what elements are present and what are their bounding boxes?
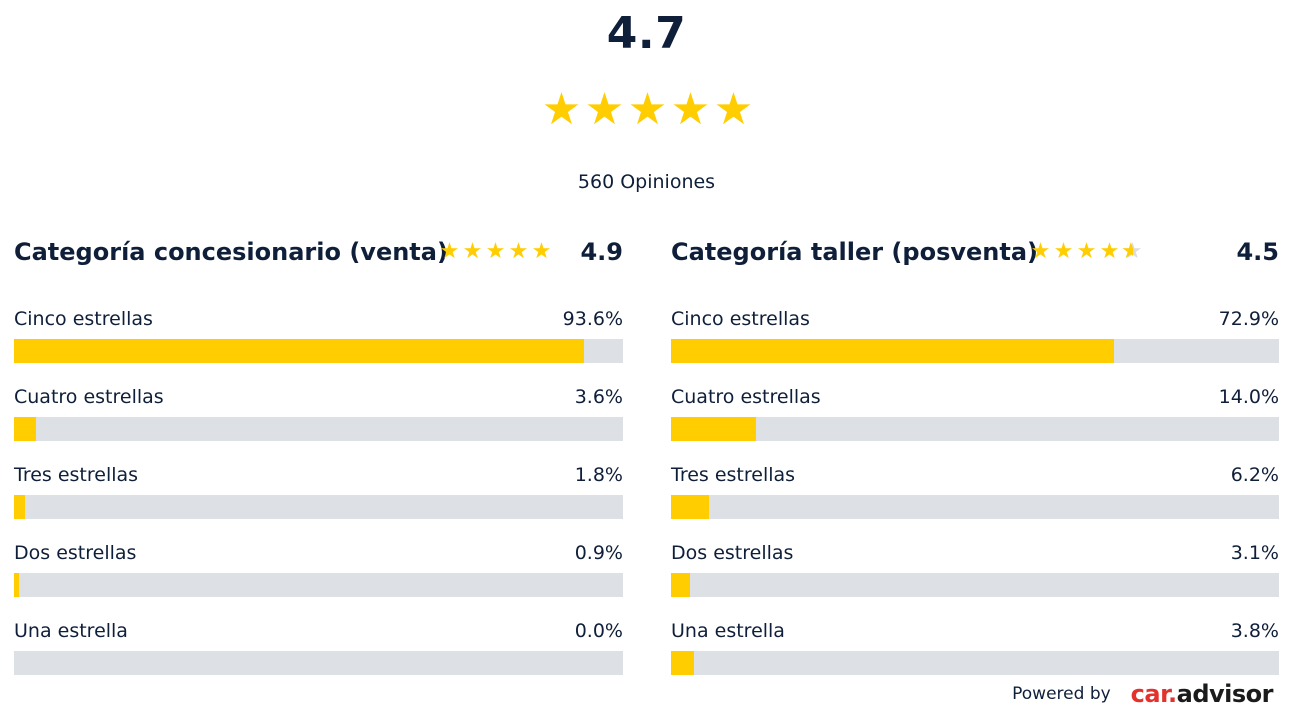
star-icon: ★ bbox=[1076, 239, 1097, 264]
rating-distribution: Cinco estrellas 93.6% Cuatro estrellas 3… bbox=[14, 306, 623, 696]
rating-bar-fill bbox=[671, 651, 695, 675]
rating-row-percent: 3.8% bbox=[1230, 620, 1279, 642]
rating-row-3: Tres estrellas 1.8% bbox=[14, 462, 623, 540]
rating-bar-track bbox=[14, 339, 623, 363]
star-icon: ★ bbox=[1030, 239, 1051, 264]
rating-row-2: Dos estrellas 0.9% bbox=[14, 540, 623, 618]
brand-advisor: advisor bbox=[1176, 680, 1274, 708]
category-score: 4.5 bbox=[1236, 238, 1279, 266]
category-score: 4.9 bbox=[580, 238, 623, 266]
rating-bar-fill bbox=[14, 573, 20, 597]
rating-bar-track bbox=[671, 339, 1279, 363]
category-service: Categoría taller (posventa) ★ ★ ★ ★ ★ ★ 4.5 C… bbox=[671, 232, 1279, 675]
category-stars: ★ ★ ★ ★ ★ bbox=[438, 238, 553, 266]
rating-row-percent: 3.6% bbox=[574, 386, 623, 408]
rating-bar-fill bbox=[671, 495, 709, 519]
rating-row-percent: 1.8% bbox=[574, 464, 623, 486]
review-count: 560 Opiniones bbox=[577, 171, 716, 193]
rating-row-percent: 0.0% bbox=[574, 620, 623, 642]
rating-bar-fill bbox=[671, 339, 1115, 363]
rating-row-percent: 93.6% bbox=[562, 308, 623, 330]
brand-car: car bbox=[1130, 680, 1169, 708]
rating-row-label: Cuatro estrellas bbox=[14, 386, 164, 408]
rating-row-5: Cinco estrellas 93.6% bbox=[14, 306, 623, 384]
rating-row-1: Una estrella 3.8% bbox=[671, 618, 1279, 696]
star-icon: ★ ★ bbox=[1121, 239, 1143, 264]
rating-bar-track bbox=[14, 417, 623, 441]
rating-bar-track bbox=[671, 495, 1279, 519]
brand-dot: . bbox=[1168, 680, 1177, 708]
rating-row-percent: 3.1% bbox=[1230, 542, 1279, 564]
rating-row-percent: 72.9% bbox=[1218, 308, 1279, 330]
category-title: Categoría taller (posventa) bbox=[671, 238, 1038, 266]
rating-bar-track bbox=[14, 651, 623, 675]
rating-bar-track bbox=[671, 573, 1279, 597]
rating-bar-fill bbox=[14, 417, 36, 441]
rating-bar-track bbox=[671, 651, 1279, 675]
rating-bar-fill bbox=[671, 573, 690, 597]
overall-stars: ★ ★ ★ ★ ★ bbox=[0, 84, 1293, 136]
rating-row-label: Tres estrellas bbox=[14, 464, 139, 486]
rating-row-1: Una estrella 0.0% bbox=[14, 618, 623, 696]
rating-row-2: Dos estrellas 3.1% bbox=[671, 540, 1279, 618]
star-icon: ★ bbox=[627, 84, 667, 135]
rating-row-label: Dos estrellas bbox=[14, 542, 137, 564]
category-header: Categoría concesionario (venta) ★ ★ ★ ★ ★ 4.… bbox=[14, 232, 623, 272]
star-icon: ★ bbox=[439, 239, 460, 264]
rating-row-percent: 0.9% bbox=[574, 542, 623, 564]
star-icon: ★ bbox=[584, 84, 624, 135]
powered-by: Powered by car.advisor bbox=[1012, 678, 1273, 710]
star-icon: ★ bbox=[462, 239, 483, 264]
star-icon: ★ bbox=[1099, 239, 1120, 264]
overall-score: 4.7 bbox=[606, 8, 687, 59]
rating-row-label: Tres estrellas bbox=[671, 464, 796, 486]
powered-by-text: Powered by bbox=[1012, 684, 1111, 704]
rating-row-label: Cuatro estrellas bbox=[671, 386, 821, 408]
star-icon: ★ bbox=[508, 239, 529, 264]
star-icon: ★ bbox=[541, 84, 581, 135]
rating-row-percent: 14.0% bbox=[1218, 386, 1279, 408]
star-icon: ★ bbox=[1053, 239, 1074, 264]
star-icon: ★ bbox=[713, 84, 753, 135]
rating-row-label: Una estrella bbox=[671, 620, 785, 642]
rating-row-3: Tres estrellas 6.2% bbox=[671, 462, 1279, 540]
rating-bar-fill bbox=[671, 417, 757, 441]
rating-bar-track bbox=[14, 573, 623, 597]
star-icon: ★ bbox=[531, 239, 552, 264]
rating-row-percent: 6.2% bbox=[1230, 464, 1279, 486]
category-sales: Categoría concesionario (venta) ★ ★ ★ ★ ★ 4.… bbox=[14, 232, 623, 675]
rating-row-4: Cuatro estrellas 14.0% bbox=[671, 384, 1279, 462]
rating-row-label: Cinco estrellas bbox=[671, 308, 810, 330]
rating-bar-fill bbox=[14, 339, 585, 363]
rating-row-label: Una estrella bbox=[14, 620, 128, 642]
rating-row-5: Cinco estrellas 72.9% bbox=[671, 306, 1279, 384]
rating-bar-track bbox=[14, 495, 623, 519]
category-stars: ★ ★ ★ ★ ★ ★ bbox=[1029, 238, 1144, 266]
star-icon: ★ bbox=[670, 84, 710, 135]
rating-bar-fill bbox=[14, 495, 25, 519]
rating-distribution: Cinco estrellas 72.9% Cuatro estrellas 1… bbox=[671, 306, 1279, 696]
rating-row-label: Cinco estrellas bbox=[14, 308, 153, 330]
rating-row-label: Dos estrellas bbox=[671, 542, 794, 564]
star-icon: ★ bbox=[485, 239, 506, 264]
rating-row-4: Cuatro estrellas 3.6% bbox=[14, 384, 623, 462]
category-header: Categoría taller (posventa) ★ ★ ★ ★ ★ ★ 4.5 bbox=[671, 232, 1279, 272]
category-title: Categoría concesionario (venta) bbox=[14, 238, 448, 266]
caradvisor-logo[interactable]: car.advisor bbox=[1130, 680, 1274, 708]
rating-bar-track bbox=[671, 417, 1279, 441]
